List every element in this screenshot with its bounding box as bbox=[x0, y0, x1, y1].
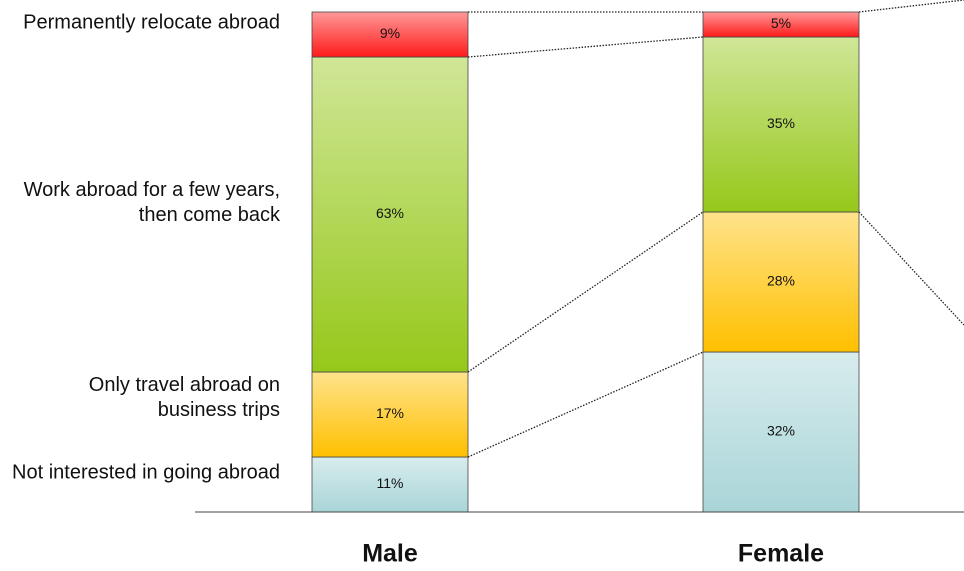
data-label: 11% bbox=[377, 475, 404, 491]
bar-segment bbox=[702, 351, 860, 513]
series-label: Work abroad for a few years, then come b… bbox=[23, 178, 280, 226]
bar-segment bbox=[311, 11, 469, 58]
x-tick-label: Female bbox=[738, 540, 824, 568]
bar-segment bbox=[702, 36, 860, 213]
bar-segment bbox=[311, 456, 469, 513]
series-label: Not interested in going abroad bbox=[12, 461, 280, 483]
data-label: 9% bbox=[380, 25, 400, 41]
data-label: 32% bbox=[767, 423, 795, 439]
data-label: 17% bbox=[376, 405, 404, 421]
bar-segment bbox=[311, 371, 469, 458]
connector-stub bbox=[858, 0, 964, 13]
connector bbox=[467, 36, 704, 58]
connector-stub bbox=[858, 211, 964, 326]
x-tick-label: Male bbox=[362, 540, 418, 568]
series-label: Only travel abroad on business trips bbox=[88, 373, 280, 421]
bar-segment bbox=[702, 11, 860, 38]
connector bbox=[467, 211, 704, 373]
data-label: 28% bbox=[767, 273, 795, 289]
connector bbox=[467, 351, 704, 458]
data-label: 35% bbox=[767, 115, 795, 131]
series-label: Permanently relocate abroad bbox=[23, 11, 280, 33]
data-label: 5% bbox=[771, 15, 791, 31]
bar-segment bbox=[702, 211, 860, 353]
data-label: 63% bbox=[376, 205, 404, 221]
